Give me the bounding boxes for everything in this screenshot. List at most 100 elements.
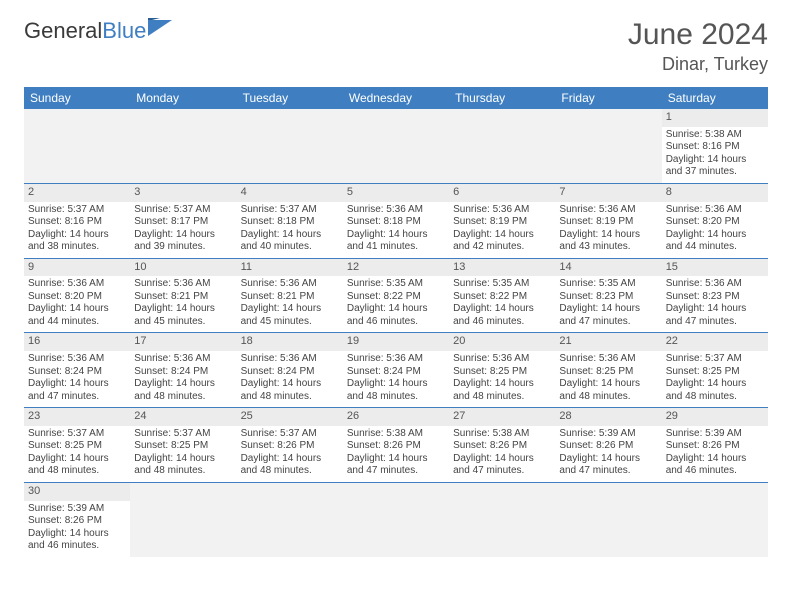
day-number: 3 — [130, 184, 236, 202]
day-info: Sunrise: 5:36 AMSunset: 8:25 PMDaylight:… — [555, 351, 661, 407]
header: GeneralBlue June 2024 Dinar, Turkey — [24, 18, 768, 75]
day-info: Sunrise: 5:36 AMSunset: 8:21 PMDaylight:… — [237, 276, 343, 332]
sunset-line: Sunset: 8:26 PM — [666, 440, 764, 453]
day-cell: 30Sunrise: 5:39 AMSunset: 8:26 PMDayligh… — [24, 482, 130, 556]
day-number: 20 — [449, 333, 555, 351]
daylight-line: Daylight: 14 hours and 46 minutes. — [347, 303, 445, 328]
day-number: 30 — [24, 483, 130, 501]
daylight-line: Daylight: 14 hours and 48 minutes. — [241, 453, 339, 478]
day-number: 2 — [24, 184, 130, 202]
day-info: Sunrise: 5:37 AMSunset: 8:25 PMDaylight:… — [130, 426, 236, 482]
weekday-saturday: Saturday — [662, 87, 768, 109]
daylight-line: Daylight: 14 hours and 45 minutes. — [134, 303, 232, 328]
sunset-line: Sunset: 8:25 PM — [28, 440, 126, 453]
weekday-sunday: Sunday — [24, 87, 130, 109]
empty-cell — [24, 109, 130, 183]
empty-cell — [130, 482, 236, 556]
day-cell: 20Sunrise: 5:36 AMSunset: 8:25 PMDayligh… — [449, 333, 555, 408]
week-row: 23Sunrise: 5:37 AMSunset: 8:25 PMDayligh… — [24, 408, 768, 483]
sunset-line: Sunset: 8:19 PM — [453, 216, 551, 229]
sunrise-line: Sunrise: 5:35 AM — [559, 278, 657, 291]
day-info: Sunrise: 5:36 AMSunset: 8:24 PMDaylight:… — [237, 351, 343, 407]
day-info: Sunrise: 5:37 AMSunset: 8:18 PMDaylight:… — [237, 202, 343, 258]
week-row: 9Sunrise: 5:36 AMSunset: 8:20 PMDaylight… — [24, 258, 768, 333]
daylight-line: Daylight: 14 hours and 48 minutes. — [347, 378, 445, 403]
sunset-line: Sunset: 8:25 PM — [453, 366, 551, 379]
weekday-friday: Friday — [555, 87, 661, 109]
day-number: 6 — [449, 184, 555, 202]
title-block: June 2024 Dinar, Turkey — [628, 18, 768, 75]
day-number: 12 — [343, 259, 449, 277]
sunset-line: Sunset: 8:16 PM — [666, 141, 764, 154]
day-info: Sunrise: 5:37 AMSunset: 8:25 PMDaylight:… — [24, 426, 130, 482]
sunset-line: Sunset: 8:23 PM — [559, 291, 657, 304]
sunrise-line: Sunrise: 5:37 AM — [241, 204, 339, 217]
day-cell: 7Sunrise: 5:36 AMSunset: 8:19 PMDaylight… — [555, 183, 661, 258]
week-row: 1Sunrise: 5:38 AMSunset: 8:16 PMDaylight… — [24, 109, 768, 183]
day-number: 5 — [343, 184, 449, 202]
sunset-line: Sunset: 8:18 PM — [241, 216, 339, 229]
day-number: 26 — [343, 408, 449, 426]
daylight-line: Daylight: 14 hours and 47 minutes. — [666, 303, 764, 328]
week-row: 30Sunrise: 5:39 AMSunset: 8:26 PMDayligh… — [24, 482, 768, 556]
sunset-line: Sunset: 8:20 PM — [28, 291, 126, 304]
daylight-line: Daylight: 14 hours and 37 minutes. — [666, 154, 764, 179]
day-number: 19 — [343, 333, 449, 351]
day-info: Sunrise: 5:36 AMSunset: 8:20 PMDaylight:… — [662, 202, 768, 258]
day-info: Sunrise: 5:36 AMSunset: 8:19 PMDaylight:… — [555, 202, 661, 258]
empty-cell — [130, 109, 236, 183]
sunset-line: Sunset: 8:26 PM — [347, 440, 445, 453]
sunset-line: Sunset: 8:21 PM — [241, 291, 339, 304]
sunset-line: Sunset: 8:24 PM — [241, 366, 339, 379]
sunset-line: Sunset: 8:18 PM — [347, 216, 445, 229]
day-number: 8 — [662, 184, 768, 202]
day-number: 14 — [555, 259, 661, 277]
daylight-line: Daylight: 14 hours and 48 minutes. — [134, 378, 232, 403]
location: Dinar, Turkey — [628, 54, 768, 75]
day-cell: 28Sunrise: 5:39 AMSunset: 8:26 PMDayligh… — [555, 408, 661, 483]
sunset-line: Sunset: 8:25 PM — [666, 366, 764, 379]
day-cell: 10Sunrise: 5:36 AMSunset: 8:21 PMDayligh… — [130, 258, 236, 333]
sunrise-line: Sunrise: 5:36 AM — [559, 353, 657, 366]
sunset-line: Sunset: 8:16 PM — [28, 216, 126, 229]
day-number: 18 — [237, 333, 343, 351]
day-number: 1 — [662, 109, 768, 127]
sunset-line: Sunset: 8:24 PM — [28, 366, 126, 379]
empty-cell — [449, 109, 555, 183]
day-cell: 22Sunrise: 5:37 AMSunset: 8:25 PMDayligh… — [662, 333, 768, 408]
sunrise-line: Sunrise: 5:36 AM — [134, 353, 232, 366]
sunset-line: Sunset: 8:25 PM — [559, 366, 657, 379]
day-info: Sunrise: 5:37 AMSunset: 8:16 PMDaylight:… — [24, 202, 130, 258]
empty-cell — [237, 482, 343, 556]
day-cell: 25Sunrise: 5:37 AMSunset: 8:26 PMDayligh… — [237, 408, 343, 483]
daylight-line: Daylight: 14 hours and 46 minutes. — [666, 453, 764, 478]
daylight-line: Daylight: 14 hours and 46 minutes. — [28, 528, 126, 553]
day-info: Sunrise: 5:39 AMSunset: 8:26 PMDaylight:… — [662, 426, 768, 482]
week-row: 2Sunrise: 5:37 AMSunset: 8:16 PMDaylight… — [24, 183, 768, 258]
empty-cell — [555, 109, 661, 183]
daylight-line: Daylight: 14 hours and 48 minutes. — [453, 378, 551, 403]
sunrise-line: Sunrise: 5:36 AM — [666, 204, 764, 217]
sunset-line: Sunset: 8:22 PM — [453, 291, 551, 304]
day-cell: 27Sunrise: 5:38 AMSunset: 8:26 PMDayligh… — [449, 408, 555, 483]
sunrise-line: Sunrise: 5:37 AM — [28, 428, 126, 441]
daylight-line: Daylight: 14 hours and 42 minutes. — [453, 229, 551, 254]
sunset-line: Sunset: 8:24 PM — [347, 366, 445, 379]
weekday-thursday: Thursday — [449, 87, 555, 109]
sunrise-line: Sunrise: 5:36 AM — [453, 204, 551, 217]
sunset-line: Sunset: 8:19 PM — [559, 216, 657, 229]
daylight-line: Daylight: 14 hours and 48 minutes. — [134, 453, 232, 478]
day-info: Sunrise: 5:36 AMSunset: 8:24 PMDaylight:… — [24, 351, 130, 407]
sunrise-line: Sunrise: 5:36 AM — [347, 204, 445, 217]
day-number: 4 — [237, 184, 343, 202]
empty-cell — [237, 109, 343, 183]
sunset-line: Sunset: 8:17 PM — [134, 216, 232, 229]
sunrise-line: Sunrise: 5:36 AM — [134, 278, 232, 291]
day-info: Sunrise: 5:36 AMSunset: 8:19 PMDaylight:… — [449, 202, 555, 258]
day-number: 16 — [24, 333, 130, 351]
daylight-line: Daylight: 14 hours and 44 minutes. — [666, 229, 764, 254]
day-info: Sunrise: 5:36 AMSunset: 8:18 PMDaylight:… — [343, 202, 449, 258]
day-cell: 14Sunrise: 5:35 AMSunset: 8:23 PMDayligh… — [555, 258, 661, 333]
day-info: Sunrise: 5:37 AMSunset: 8:17 PMDaylight:… — [130, 202, 236, 258]
day-cell: 19Sunrise: 5:36 AMSunset: 8:24 PMDayligh… — [343, 333, 449, 408]
